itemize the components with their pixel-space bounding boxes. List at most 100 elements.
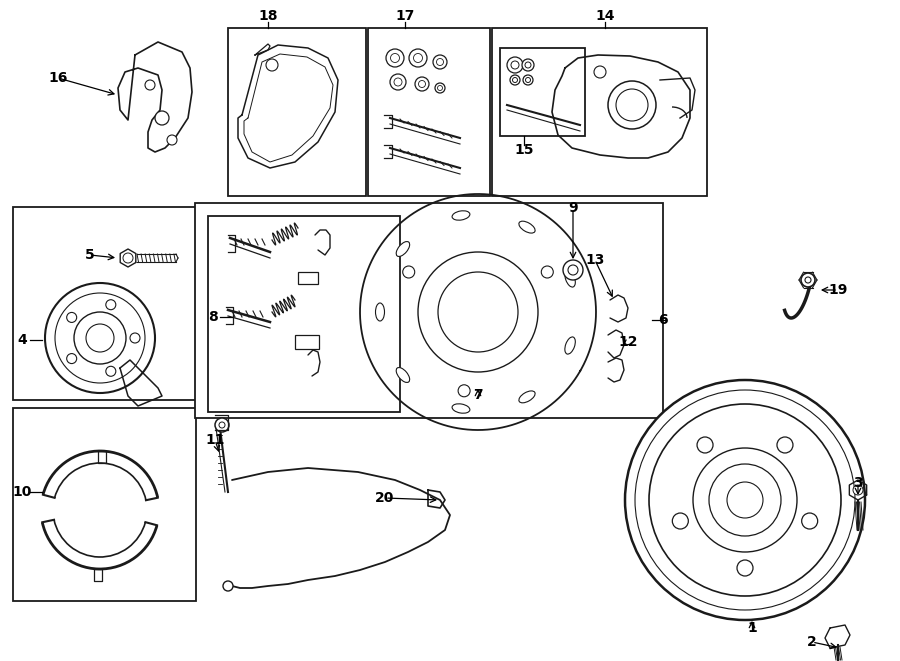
Circle shape [67,354,76,364]
Ellipse shape [375,303,384,321]
Bar [500,48,585,136]
Text: 13: 13 [585,253,605,267]
Text: 10: 10 [13,485,32,499]
Circle shape [402,266,415,278]
Ellipse shape [452,404,470,413]
Circle shape [155,111,169,125]
Circle shape [635,390,855,610]
Circle shape [525,62,531,68]
Circle shape [409,49,427,67]
Text: 8: 8 [208,310,218,324]
Circle shape [510,75,520,85]
Circle shape [568,265,578,275]
Text: 12: 12 [618,335,638,349]
Circle shape [801,273,815,287]
Circle shape [649,404,841,596]
Circle shape [415,77,429,91]
Bar [492,28,707,196]
Text: 15: 15 [514,143,534,157]
Circle shape [215,418,229,432]
Bar [195,203,663,418]
Ellipse shape [519,391,536,403]
Text: 14: 14 [595,9,615,23]
Circle shape [458,385,470,397]
Circle shape [541,266,554,278]
Bar [13,408,196,601]
Circle shape [386,49,404,67]
Circle shape [438,272,518,352]
Circle shape [512,77,517,83]
Text: 9: 9 [568,201,578,215]
Circle shape [106,299,116,310]
Bar [13,207,196,400]
Text: 19: 19 [828,283,848,297]
Circle shape [418,81,426,87]
Ellipse shape [565,270,575,287]
Circle shape [563,260,583,280]
Circle shape [853,485,863,495]
Circle shape [709,464,781,536]
Circle shape [394,78,402,86]
Text: 2: 2 [807,635,817,649]
Circle shape [106,366,116,376]
Circle shape [805,277,811,283]
Circle shape [433,55,447,69]
Text: 6: 6 [658,313,668,327]
Text: 7: 7 [473,388,482,402]
Bar [228,28,366,196]
Text: 16: 16 [49,71,68,85]
Circle shape [511,61,519,69]
Circle shape [523,75,533,85]
Circle shape [86,324,114,352]
Circle shape [130,333,140,343]
Circle shape [145,80,155,90]
Text: 20: 20 [375,491,395,505]
Text: 18: 18 [258,9,278,23]
Circle shape [167,135,177,145]
Ellipse shape [396,241,410,256]
Circle shape [413,54,422,63]
Text: 17: 17 [395,9,415,23]
Circle shape [777,437,793,453]
Circle shape [223,581,233,591]
Circle shape [55,293,145,383]
Circle shape [672,513,688,529]
Circle shape [390,74,406,90]
Text: 11: 11 [205,433,225,447]
Circle shape [391,54,400,63]
Text: 1: 1 [747,621,757,635]
Circle shape [437,85,443,91]
Bar [208,216,400,412]
Circle shape [74,312,126,364]
Circle shape [418,252,538,372]
Text: 3: 3 [853,476,863,490]
Ellipse shape [519,221,536,233]
Circle shape [697,437,713,453]
Circle shape [435,83,445,93]
Circle shape [802,513,818,529]
Circle shape [436,59,444,65]
Circle shape [266,59,278,71]
Ellipse shape [396,368,410,383]
Bar [298,272,318,284]
Ellipse shape [565,337,575,354]
Circle shape [594,66,606,78]
Circle shape [693,448,797,552]
Bar [368,28,490,196]
Text: 5: 5 [86,248,94,262]
Circle shape [616,89,648,121]
Bar [295,335,319,349]
Circle shape [526,77,530,83]
Circle shape [727,482,763,518]
Circle shape [608,81,656,129]
Ellipse shape [452,211,470,220]
Circle shape [123,253,133,263]
Circle shape [737,560,753,576]
Circle shape [45,283,155,393]
Text: 4: 4 [17,333,27,347]
Circle shape [522,59,534,71]
Circle shape [67,313,76,323]
Circle shape [219,422,225,428]
Circle shape [625,380,865,620]
Circle shape [507,57,523,73]
